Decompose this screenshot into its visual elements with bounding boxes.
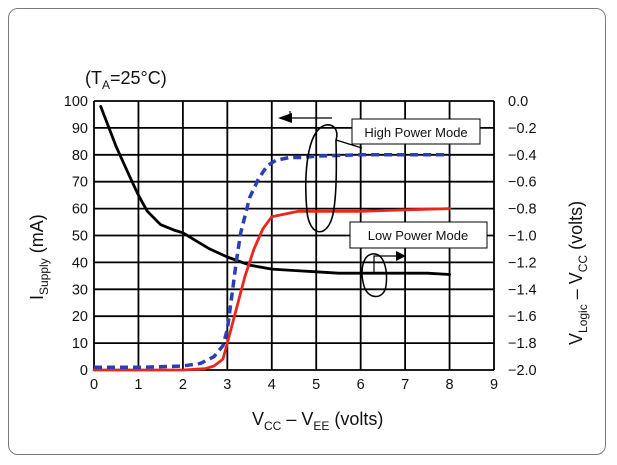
y-right-tick-label: −1.8 xyxy=(508,336,537,352)
tick-labels: 0 1 2 3 4 5 6 7 8 90102030405060708090100−2.0−1.8… xyxy=(64,94,537,393)
series-line-2 xyxy=(92,207,451,372)
high-power-mode-arrow xyxy=(289,111,332,119)
x-tick-label: 8 xyxy=(446,377,454,393)
series-line-3 xyxy=(94,153,450,370)
y-left-tick-label: 90 xyxy=(72,121,88,137)
y-left-tick-label: 80 xyxy=(72,148,88,164)
y-right-tick-label: −0.6 xyxy=(508,175,537,191)
y-left-tick-label: 0 xyxy=(80,363,88,379)
high-power-mode-loop xyxy=(305,124,338,233)
y-right-tick-label: −2.0 xyxy=(508,363,537,379)
y-left-tick-label: 20 xyxy=(72,309,88,325)
y-left-tick-label: 50 xyxy=(72,229,88,245)
high-power-mode-box xyxy=(351,118,481,145)
y-right-tick-label: −0.4 xyxy=(508,148,537,164)
low-power-mode-box xyxy=(349,221,488,249)
y-left-axis-label: ISupply (mA) xyxy=(27,214,51,300)
y-left-tick-label: 100 xyxy=(64,94,88,110)
x-tick-label: 7 xyxy=(401,377,409,393)
y-right-tick-label: 0.0 xyxy=(508,94,528,110)
x-tick-label: 1 xyxy=(134,377,142,393)
y-right-axis-label: VLogic – VCC (volts) xyxy=(566,201,590,345)
y-right-tick-label: −0.8 xyxy=(508,202,537,218)
y-left-tick-label: 40 xyxy=(72,255,88,271)
x-tick-label: 2 xyxy=(179,377,187,393)
y-left-tick-label: 60 xyxy=(72,202,88,218)
y-right-tick-label: −1.0 xyxy=(508,229,537,245)
x-tick-label: 9 xyxy=(490,377,498,393)
y-right-tick-label: −1.4 xyxy=(508,282,537,298)
high-power-mode-arrowhead xyxy=(278,113,292,123)
low-power-mode-loop xyxy=(361,253,388,298)
low-power-mode-arrowhead xyxy=(396,251,406,261)
grid xyxy=(93,100,495,371)
x-tick-label: 5 xyxy=(312,377,320,393)
x-tick-label: 4 xyxy=(268,377,276,393)
chart-frame xyxy=(8,8,606,455)
y-right-tick-label: −0.2 xyxy=(508,121,537,137)
x-tick-label: 6 xyxy=(357,377,365,393)
y-left-tick-label: 30 xyxy=(72,282,88,298)
y-right-tick-label: −1.6 xyxy=(508,309,537,325)
y-left-tick-label: 10 xyxy=(72,336,88,352)
x-axis-label: VCC – VEE (volts) xyxy=(252,409,383,433)
series-line-1 xyxy=(99,105,451,276)
high-power-mode-label: High Power Mode xyxy=(364,125,467,140)
low-power-mode-arrow xyxy=(373,255,398,272)
high-power-mode-tail xyxy=(335,139,363,149)
temperature-annotation: (TA=25°C) xyxy=(85,68,167,92)
x-tick-label: 3 xyxy=(223,377,231,393)
y-right-tick-label: −1.2 xyxy=(508,255,537,271)
y-left-tick-label: 70 xyxy=(72,175,88,191)
series-layer xyxy=(92,105,451,372)
x-tick-label: 0 xyxy=(90,377,98,393)
low-power-mode-label: Low Power Mode xyxy=(368,228,468,243)
